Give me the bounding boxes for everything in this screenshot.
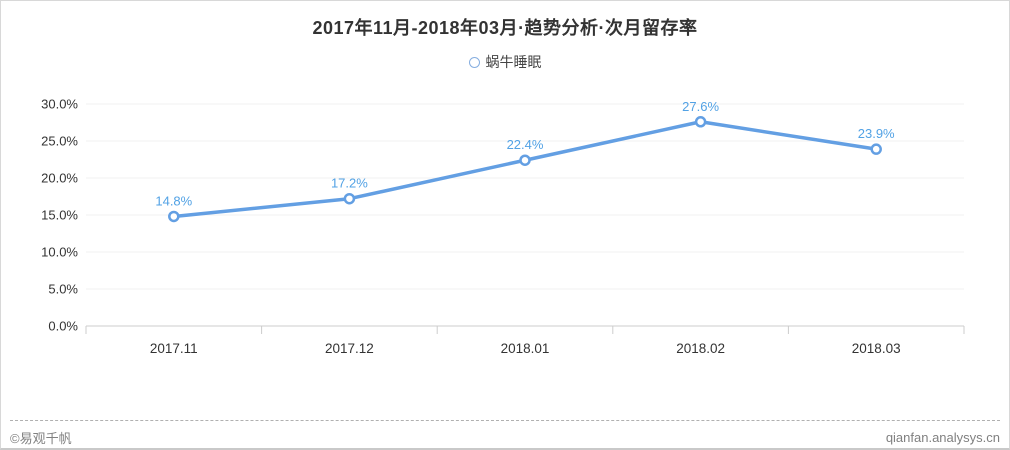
legend: 蜗牛睡眠	[1, 52, 1009, 72]
y-axis-tick-label: 30.0%	[41, 97, 78, 112]
y-axis-tick-label: 5.0%	[48, 282, 78, 297]
data-point-label: 27.6%	[682, 99, 719, 114]
data-point-label: 22.4%	[507, 137, 544, 152]
page-title: 2017年11月-2018年03月·趋势分析·次月留存率	[312, 18, 698, 38]
x-axis-tick-label: 2018.03	[852, 341, 901, 356]
y-axis-tick-label: 0.0%	[48, 319, 78, 334]
data-point-marker[interactable]	[694, 116, 707, 128]
series-line	[172, 120, 878, 219]
legend-item-woniu-shuimian[interactable]: 蜗牛睡眠	[468, 52, 542, 72]
data-point-marker[interactable]	[519, 154, 531, 166]
x-axis-tick-label: 2017.11	[150, 341, 198, 356]
legend-label: 蜗牛睡眠	[485, 54, 542, 70]
data-point-label: 23.9%	[858, 126, 895, 141]
data-point-label: 17.2%	[331, 176, 368, 191]
y-axis-tick-label: 15.0%	[41, 208, 78, 223]
data-point-marker[interactable]	[870, 143, 882, 155]
data-point-label: 14.8%	[155, 193, 192, 208]
y-axis-tick-label: 25.0%	[41, 134, 78, 149]
line-chart: 0.0% 5.0% 10.0% 15.0% 20.0% 25.0% 30.0% 2017.11…	[41, 97, 965, 356]
x-axis-tick-label: 2018.01	[501, 341, 550, 356]
x-axis-tick-label: 2018.02	[676, 341, 725, 356]
y-axis-tick-label: 20.0%	[41, 171, 78, 186]
open-circle-icon	[468, 56, 480, 68]
x-axis-tick-label: 2017.12	[325, 341, 374, 356]
data-point-marker[interactable]	[343, 192, 356, 205]
footer: ©易观千帆 qianfan.analysys.cn	[10, 420, 1000, 447]
website-label: qianfan.analysys.cn	[885, 430, 1000, 445]
data-point-marker[interactable]	[168, 210, 180, 223]
copyright-label: ©易观千帆	[10, 431, 72, 446]
y-axis-tick-label: 10.0%	[41, 245, 78, 260]
